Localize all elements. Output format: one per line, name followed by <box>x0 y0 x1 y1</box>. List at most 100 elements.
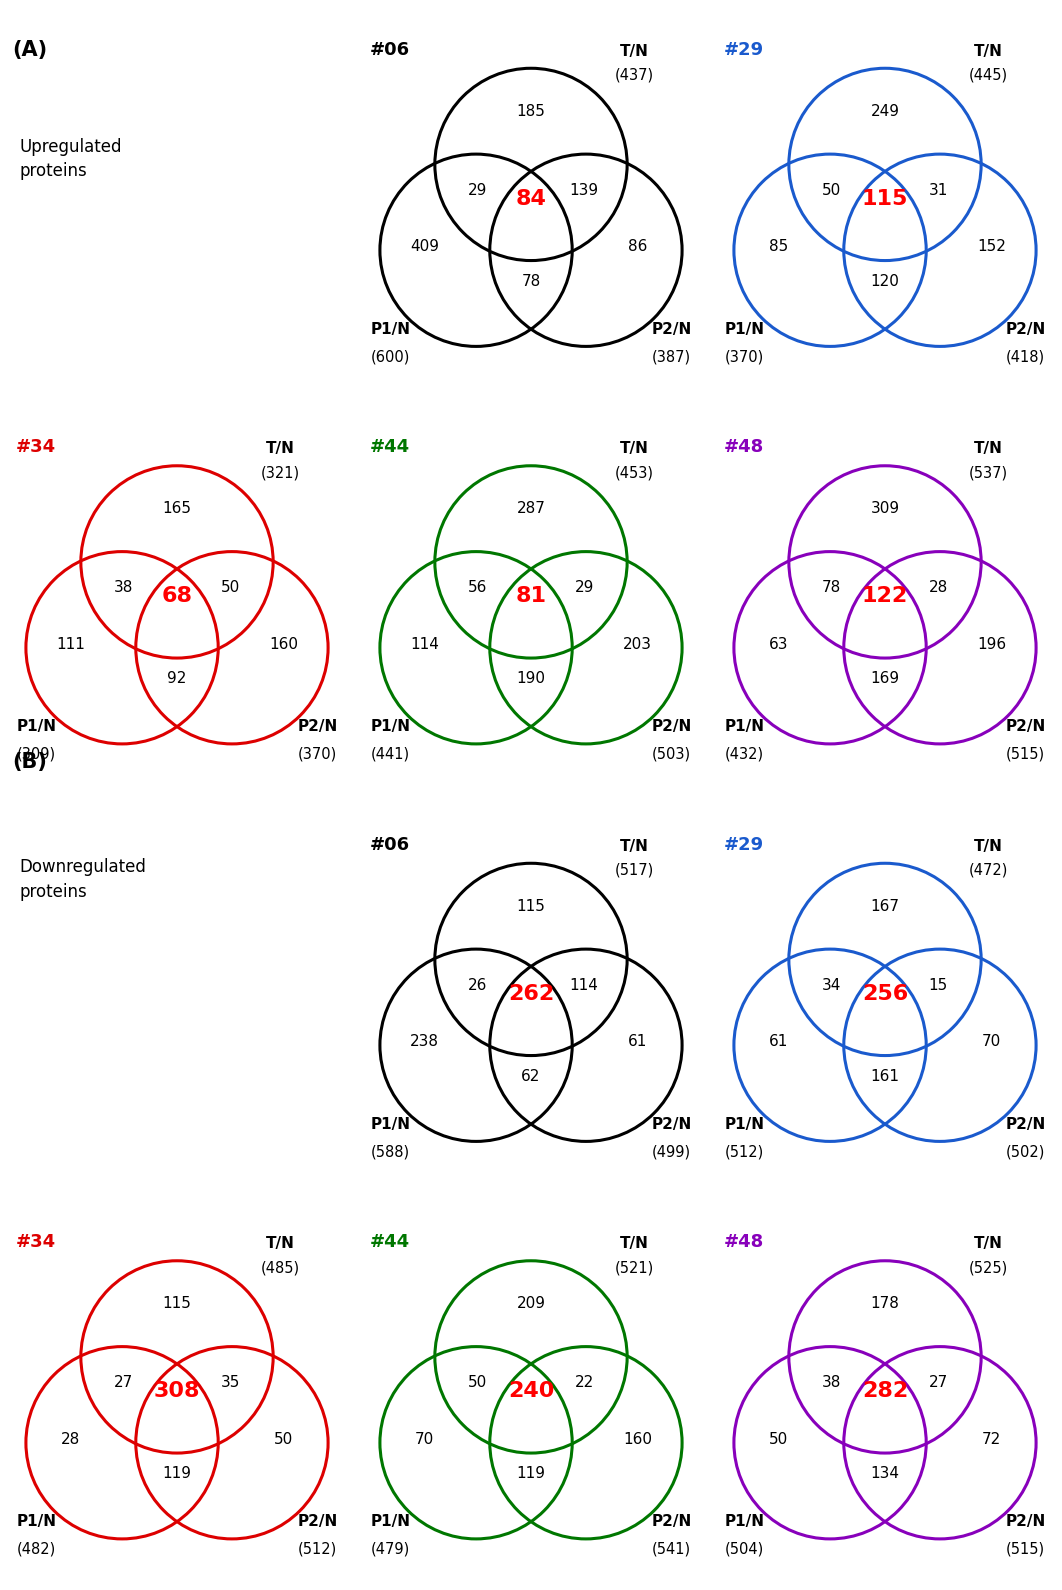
Text: 190: 190 <box>516 671 546 687</box>
Text: 85: 85 <box>769 240 788 254</box>
Text: T/N: T/N <box>974 838 1003 854</box>
Text: 240: 240 <box>508 1382 554 1401</box>
Text: 115: 115 <box>162 1296 191 1312</box>
Text: P2/N: P2/N <box>652 719 692 735</box>
Text: T/N: T/N <box>619 838 649 854</box>
Text: (309): (309) <box>17 747 56 762</box>
Text: P1/N: P1/N <box>16 1514 56 1530</box>
Text: 86: 86 <box>628 240 647 254</box>
Text: #29: #29 <box>723 836 764 854</box>
Text: 161: 161 <box>871 1068 900 1084</box>
Text: 119: 119 <box>516 1466 546 1482</box>
Text: (525): (525) <box>969 1261 1008 1275</box>
Text: T/N: T/N <box>619 1235 649 1251</box>
Text: (418): (418) <box>1006 350 1045 364</box>
Text: 70: 70 <box>982 1035 1001 1049</box>
Text: (512): (512) <box>298 1542 338 1557</box>
Text: 160: 160 <box>269 638 298 652</box>
Text: (521): (521) <box>615 1261 653 1275</box>
Text: 50: 50 <box>468 1375 487 1390</box>
Text: (387): (387) <box>652 350 691 364</box>
Text: 262: 262 <box>508 984 554 1003</box>
Text: (541): (541) <box>652 1542 691 1557</box>
Text: (432): (432) <box>724 747 764 762</box>
Text: 114: 114 <box>570 978 599 992</box>
Text: 203: 203 <box>623 638 652 652</box>
Text: 29: 29 <box>575 580 594 595</box>
Text: (453): (453) <box>615 466 653 480</box>
Text: (588): (588) <box>371 1145 410 1159</box>
Text: (321): (321) <box>260 466 299 480</box>
Text: #34: #34 <box>16 1234 55 1251</box>
Text: 50: 50 <box>769 1433 788 1447</box>
Text: (472): (472) <box>969 863 1008 878</box>
Text: P1/N: P1/N <box>371 719 410 735</box>
Text: T/N: T/N <box>974 1235 1003 1251</box>
Text: 178: 178 <box>871 1296 900 1312</box>
Text: (441): (441) <box>371 747 410 762</box>
Text: (370): (370) <box>298 747 338 762</box>
Text: 78: 78 <box>822 580 841 595</box>
Text: 249: 249 <box>871 103 900 119</box>
Text: P1/N: P1/N <box>724 719 765 735</box>
Text: 309: 309 <box>871 501 900 517</box>
Text: 35: 35 <box>221 1375 240 1390</box>
Text: T/N: T/N <box>974 43 1003 59</box>
Text: (482): (482) <box>17 1542 56 1557</box>
Text: 115: 115 <box>516 898 546 914</box>
Text: 28: 28 <box>928 580 948 595</box>
Text: (370): (370) <box>724 350 764 364</box>
Text: 238: 238 <box>410 1035 439 1049</box>
Text: 185: 185 <box>516 103 546 119</box>
Text: 50: 50 <box>221 580 240 595</box>
Text: (437): (437) <box>615 68 653 83</box>
Text: 63: 63 <box>769 638 788 652</box>
Text: P1/N: P1/N <box>371 321 410 337</box>
Text: #34: #34 <box>16 439 55 456</box>
Text: T/N: T/N <box>619 43 649 59</box>
Text: P2/N: P2/N <box>652 1514 692 1530</box>
Text: 68: 68 <box>161 587 192 606</box>
Text: (600): (600) <box>371 350 410 364</box>
Text: (537): (537) <box>969 466 1008 480</box>
Text: 115: 115 <box>861 189 908 208</box>
Text: 152: 152 <box>977 240 1006 254</box>
Text: P2/N: P2/N <box>652 1116 692 1132</box>
Text: 70: 70 <box>415 1433 434 1447</box>
Text: 62: 62 <box>521 1068 541 1084</box>
Text: 27: 27 <box>928 1375 948 1390</box>
Text: 84: 84 <box>515 189 547 208</box>
Text: 308: 308 <box>154 1382 201 1401</box>
Text: 122: 122 <box>862 587 908 606</box>
Text: P2/N: P2/N <box>1006 1116 1046 1132</box>
Text: 209: 209 <box>516 1296 546 1312</box>
Text: 196: 196 <box>977 638 1006 652</box>
Text: (B): (B) <box>13 752 48 773</box>
Text: 167: 167 <box>871 898 900 914</box>
Text: 22: 22 <box>575 1375 594 1390</box>
Text: #29: #29 <box>723 41 764 59</box>
Text: 38: 38 <box>114 580 134 595</box>
Text: 61: 61 <box>628 1035 647 1049</box>
Text: 61: 61 <box>769 1035 788 1049</box>
Text: P1/N: P1/N <box>371 1514 410 1530</box>
Text: (A): (A) <box>13 40 48 60</box>
Text: T/N: T/N <box>974 440 1003 456</box>
Text: 114: 114 <box>410 638 439 652</box>
Text: #06: #06 <box>370 836 410 854</box>
Text: 31: 31 <box>928 183 948 197</box>
Text: (515): (515) <box>1006 1542 1045 1557</box>
Text: #48: #48 <box>723 439 764 456</box>
Text: (517): (517) <box>615 863 653 878</box>
Text: P1/N: P1/N <box>371 1116 410 1132</box>
Text: #44: #44 <box>370 439 410 456</box>
Text: 160: 160 <box>623 1433 652 1447</box>
Text: #44: #44 <box>370 1234 410 1251</box>
Text: (512): (512) <box>724 1145 764 1159</box>
Text: (515): (515) <box>1006 747 1045 762</box>
Text: 81: 81 <box>515 587 547 606</box>
Text: (479): (479) <box>371 1542 410 1557</box>
Text: 165: 165 <box>162 501 191 517</box>
Text: P1/N: P1/N <box>16 719 56 735</box>
Text: (485): (485) <box>260 1261 299 1275</box>
